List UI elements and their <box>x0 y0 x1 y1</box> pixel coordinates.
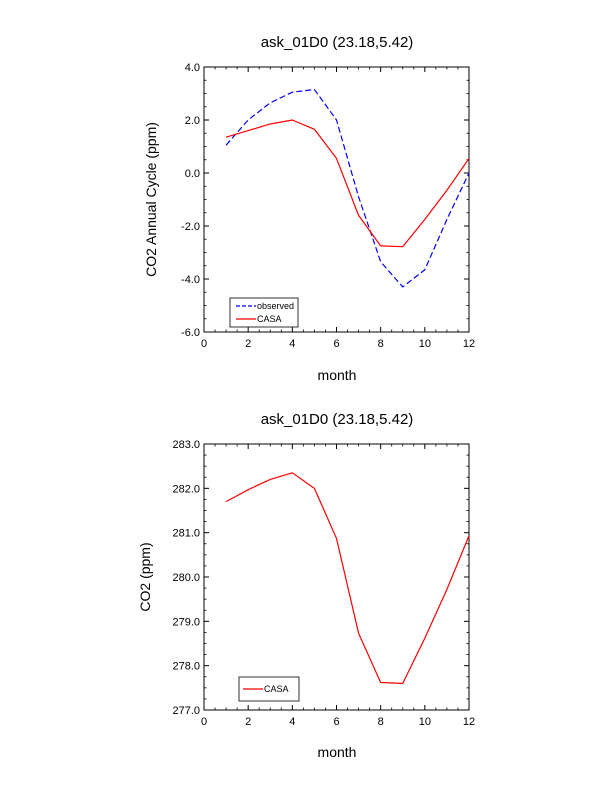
y-tick-label: 4.0 <box>185 62 200 74</box>
x-tick-label: 8 <box>378 716 384 728</box>
x-tick-label: 12 <box>463 716 475 728</box>
chart-bottom-ylabel: CO2 (ppm) <box>137 542 153 611</box>
y-tick-label: -2.0 <box>181 221 200 233</box>
x-tick-label: 4 <box>289 716 295 728</box>
x-tick-label: 6 <box>333 716 339 728</box>
x-tick-label: 2 <box>245 716 251 728</box>
legend-label-casa: CASA <box>257 314 282 324</box>
chart-bottom-title: ask_01D0 (23.18,5.42) <box>261 411 414 428</box>
chart-bottom-y-ticks: 277.0 278.0 279.0 280.0 281.0 282.0 283.0 <box>172 439 469 717</box>
y-tick-label: -4.0 <box>181 274 200 286</box>
x-tick-label: 6 <box>333 338 339 350</box>
y-tick-label: 0.0 <box>185 168 200 180</box>
chart-top-lines <box>225 88 470 288</box>
y-tick-label: 2.0 <box>185 115 200 127</box>
chart-top-ylabel: CO2 Annual Cycle (ppm) <box>143 122 159 277</box>
y-tick-label: 282.0 <box>172 483 200 495</box>
chart-top-xlabel: month <box>318 367 357 383</box>
y-tick-label: 279.0 <box>172 616 200 628</box>
series-line-observed <box>225 88 470 288</box>
legend-label-casa-bottom: CASA <box>264 684 289 694</box>
series-line-casa <box>225 472 470 685</box>
chart-top-title: ask_01D0 (23.18,5.42) <box>261 34 414 51</box>
y-tick-label: 278.0 <box>172 661 200 673</box>
chart-bottom-legend: CASA <box>238 676 300 702</box>
y-tick-label: 280.0 <box>172 572 200 584</box>
chart-top-legend: observed CASA <box>229 297 299 328</box>
y-tick-label: 283.0 <box>172 439 200 451</box>
x-tick-label: 2 <box>245 338 251 350</box>
chart-bottom: ask_01D0 (23.18,5.42) 0 2 4 6 8 10 12 277.0 278… <box>137 411 475 760</box>
chart-bottom-xlabel: month <box>318 744 357 760</box>
x-tick-label: 0 <box>201 338 207 350</box>
y-tick-label: 277.0 <box>172 705 200 717</box>
y-tick-label: 281.0 <box>172 528 200 540</box>
chart-top-legend-box <box>229 297 299 328</box>
x-tick-label: 12 <box>463 338 475 350</box>
series-line-casa <box>225 119 470 248</box>
chart-top-y-ticks: -6.0 -4.0 -2.0 0.0 2.0 4.0 <box>181 62 469 339</box>
chart-bottom-x-ticks: 0 2 4 6 8 10 12 <box>201 444 475 728</box>
chart-top-frame <box>203 66 470 333</box>
y-tick-label: -6.0 <box>181 327 200 339</box>
chart-top: ask_01D0 (23.18,5.42) 0 2 4 6 8 10 12 -6.0 -4.0… <box>143 34 475 383</box>
legend-label-observed: observed <box>257 301 294 311</box>
chart-bottom-frame <box>203 443 470 711</box>
chart-bottom-lines <box>225 472 470 685</box>
x-tick-label: 10 <box>419 338 431 350</box>
x-tick-label: 4 <box>289 338 295 350</box>
x-tick-label: 8 <box>378 338 384 350</box>
chart-top-x-ticks: 0 2 4 6 8 10 12 <box>201 67 475 350</box>
x-tick-label: 10 <box>419 716 431 728</box>
x-tick-label: 0 <box>201 716 207 728</box>
